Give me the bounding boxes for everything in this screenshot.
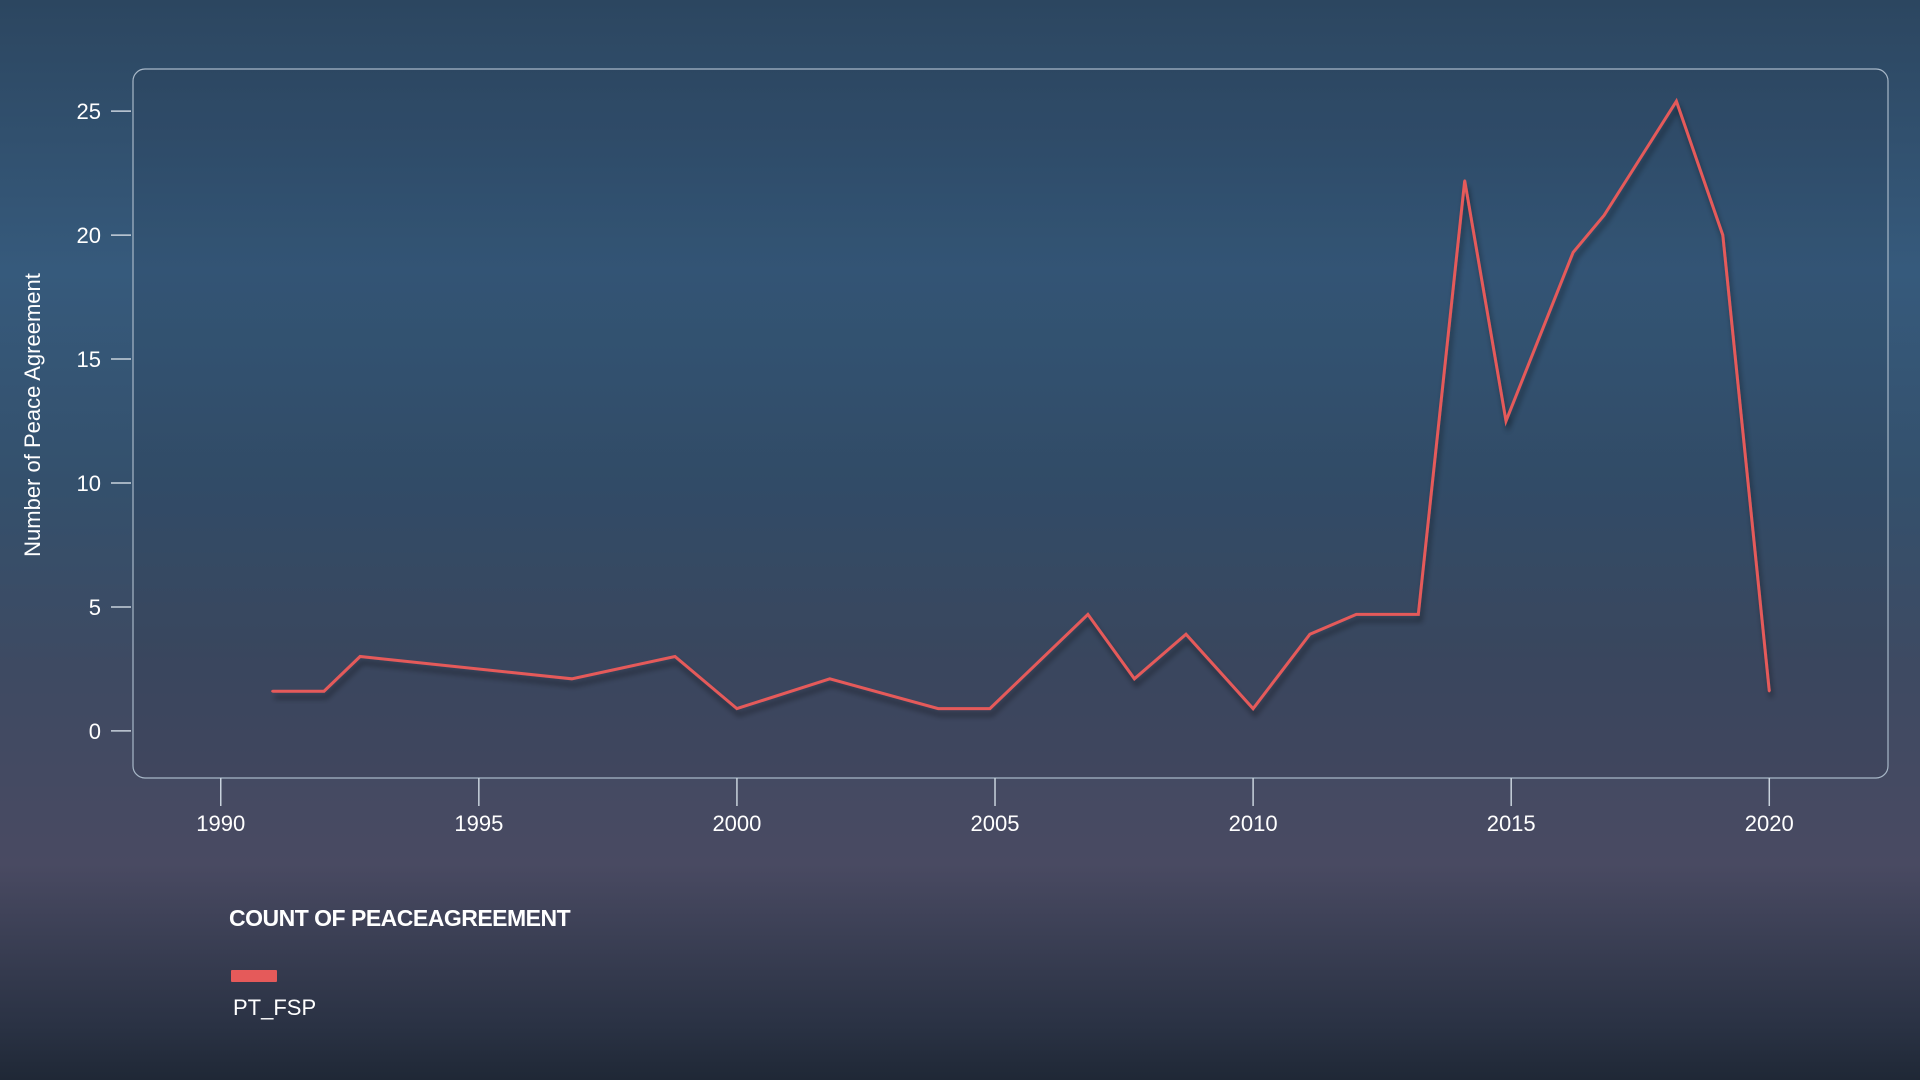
data-point[interactable]: [828, 677, 832, 681]
x-tick-label-2005: 2005: [971, 811, 1020, 836]
data-point[interactable]: [1602, 214, 1606, 217]
data-point[interactable]: [322, 690, 326, 693]
x-tick-label-2015: 2015: [1487, 811, 1536, 836]
x-tick-label-2000: 2000: [712, 811, 761, 836]
data-point[interactable]: [1675, 100, 1678, 103]
data-point[interactable]: [1417, 613, 1420, 616]
x-tick-label-1990: 1990: [196, 811, 245, 836]
data-point[interactable]: [673, 655, 677, 658]
plot-area: [132, 68, 1889, 779]
data-point[interactable]: [937, 707, 940, 710]
data-point[interactable]: [1308, 633, 1312, 636]
data-point[interactable]: [1251, 707, 1255, 710]
data-point[interactable]: [1086, 613, 1090, 616]
data-point[interactable]: [1504, 419, 1508, 423]
data-point[interactable]: [570, 677, 573, 681]
x-tick-label-2010: 2010: [1229, 811, 1278, 836]
x-axis: 1990 1995 2000 2005 2010 2015 2020: [196, 778, 1794, 836]
legend-swatch-pt-fsp[interactable]: [231, 970, 277, 982]
data-point[interactable]: [358, 655, 362, 658]
series-layer: [271, 97, 1771, 711]
y-tick-label-0: 0: [89, 719, 101, 744]
y-tick-label-20: 20: [77, 223, 101, 248]
data-point[interactable]: [1184, 633, 1188, 636]
y-tick-label-5: 5: [89, 595, 101, 620]
y-tick-label-25: 25: [77, 99, 101, 124]
x-tick-label-2020: 2020: [1745, 811, 1794, 836]
data-point[interactable]: [1463, 179, 1466, 182]
y-axis-title: Number of Peace Agreement: [20, 273, 45, 557]
data-point[interactable]: [1571, 251, 1575, 254]
data-point[interactable]: [735, 707, 739, 710]
data-point[interactable]: [988, 707, 992, 710]
y-tick-label-15: 15: [77, 347, 101, 372]
data-point[interactable]: [1768, 690, 1771, 693]
y-tick-label-10: 10: [77, 471, 101, 496]
data-point[interactable]: [1721, 233, 1725, 237]
x-tick-label-1995: 1995: [454, 811, 503, 836]
legend-title: COUNT OF PEACEAGREEMENT: [229, 905, 571, 931]
legend: COUNT OF PEACEAGREEMENT PT_FSP: [229, 905, 571, 1020]
legend-label-pt-fsp[interactable]: PT_FSP: [233, 995, 317, 1020]
data-point[interactable]: [271, 690, 274, 693]
data-point[interactable]: [1133, 677, 1136, 681]
data-point[interactable]: [1355, 613, 1358, 616]
y-axis: 0 5 10 15 20 25: [77, 99, 131, 744]
